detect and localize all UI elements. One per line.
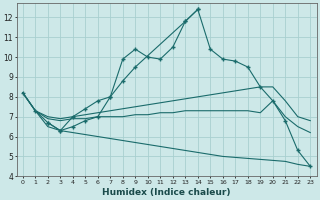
X-axis label: Humidex (Indice chaleur): Humidex (Indice chaleur) [102, 188, 231, 197]
